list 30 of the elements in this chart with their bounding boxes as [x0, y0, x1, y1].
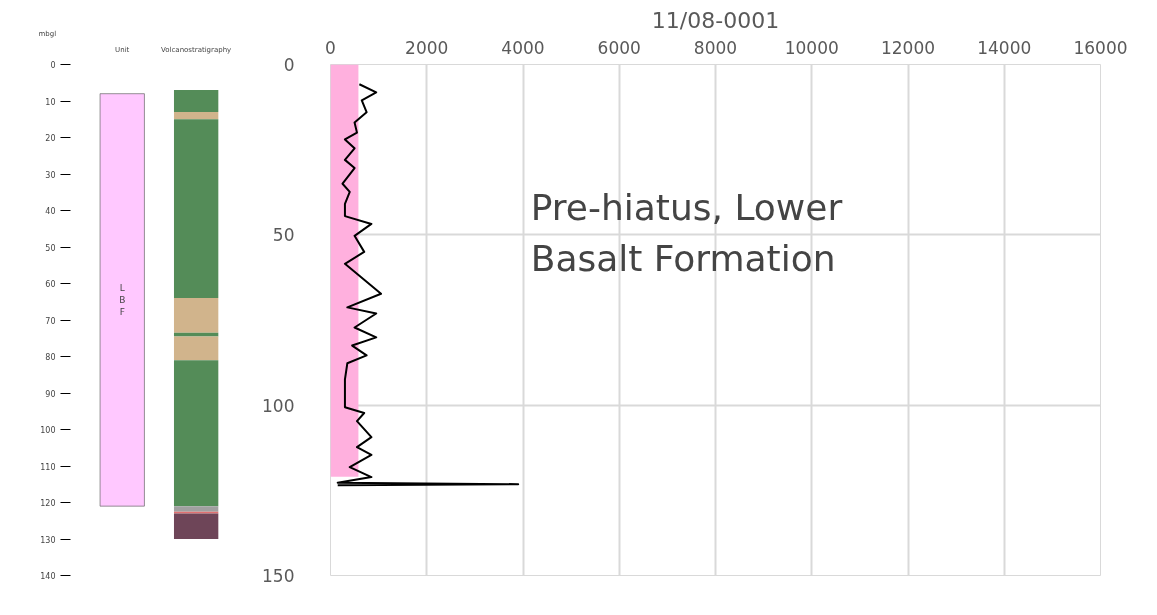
y-tick-label: 0 — [50, 61, 56, 70]
y-tick-label: 40 — [45, 207, 56, 216]
x-tick-label: 12000 — [880, 37, 936, 58]
x-tick-label: 2000 — [405, 37, 449, 58]
y-tick-label: 50 — [272, 225, 295, 246]
x-tick-label: 14000 — [977, 37, 1032, 58]
y-tick-label: 130 — [40, 535, 56, 545]
chart-title: 11/08-0001 — [651, 7, 780, 33]
y-tick-label: 70 — [45, 316, 56, 326]
y-tick-label: 10 — [45, 97, 56, 107]
y-tick-label: 140 — [40, 572, 56, 581]
y-tick-label: 110 — [40, 462, 56, 472]
y-tick-label: 120 — [40, 499, 56, 508]
y-tick-label: 60 — [45, 280, 56, 289]
y-tick-label: 100 — [262, 395, 295, 416]
x-tick-label: 6000 — [597, 37, 641, 58]
annotation: Pre-hiatus, Lower Basalt Formation — [530, 187, 843, 280]
y-tick-label: 80 — [45, 353, 56, 362]
y-tick-label: 20 — [45, 134, 56, 143]
y-tick-label: 100 — [40, 426, 56, 435]
y-tick-label: 50 — [45, 243, 56, 253]
y-tick-label: 30 — [45, 170, 56, 180]
y-tick-label: 150 — [262, 566, 295, 586]
series-label: LBF — [119, 282, 126, 317]
y-tick-label: 90 — [45, 389, 56, 399]
x-tick-label: 0 — [325, 37, 336, 58]
x-tick-label: 4000 — [501, 37, 545, 58]
x-tick-label: 8000 — [693, 37, 738, 58]
x-tick-label: 10000 — [784, 37, 839, 58]
x-tick-label: 16000 — [1073, 37, 1128, 58]
